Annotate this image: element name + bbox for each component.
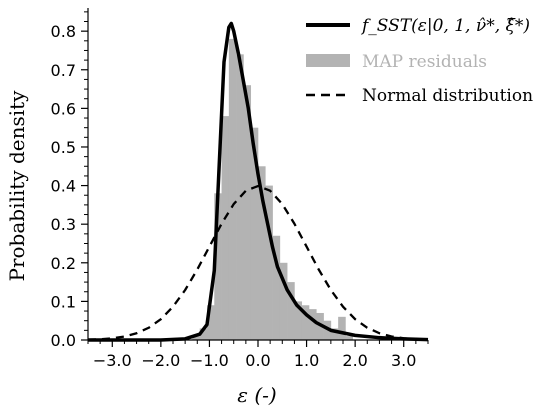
histogram-bar xyxy=(287,282,295,340)
legend-swatch-map-residuals xyxy=(306,54,350,67)
histogram-bar xyxy=(301,305,310,340)
normal-distribution-line xyxy=(87,184,429,341)
x-tick-label: −2.0 xyxy=(141,351,180,370)
histogram-bar xyxy=(330,328,339,340)
y-tick-label: 0.4 xyxy=(51,177,76,196)
histogram-bar xyxy=(294,301,303,340)
histogram-layer xyxy=(192,38,354,341)
y-tick-label: 0.2 xyxy=(51,254,76,273)
x-tick-label: 1.0 xyxy=(294,351,319,370)
y-tick-label: 0.1 xyxy=(51,292,76,311)
histogram-bar xyxy=(192,336,201,340)
legend: f_SST(ε|0, 1, ν̂*, ξ̂*) MAP residuals No… xyxy=(306,16,533,106)
legend-label-fsst: f_SST(ε|0, 1, ν̂*, ξ̂*) xyxy=(360,16,530,36)
y-tick-label: 0.6 xyxy=(51,99,76,118)
fsst-density-line xyxy=(88,21,429,342)
legend-label-map-residuals: MAP residuals xyxy=(362,52,487,72)
histogram-bar xyxy=(338,316,346,340)
histogram-bar xyxy=(250,127,259,341)
x-tick-label: 0.0 xyxy=(245,351,270,370)
histogram-bar xyxy=(236,54,244,340)
x-axis-title: ε (-) xyxy=(237,383,276,407)
histogram-bar xyxy=(221,116,230,341)
histogram-bar xyxy=(272,235,281,340)
y-tick-label: 0.0 xyxy=(51,331,76,350)
histogram-bar xyxy=(345,336,354,340)
y-tick-label: 0.8 xyxy=(51,22,76,41)
y-tick-label: 0.3 xyxy=(51,215,76,234)
histogram-bar xyxy=(279,262,288,340)
histogram-bar xyxy=(214,193,222,340)
x-tick-label: 2.0 xyxy=(342,351,367,370)
y-tick-label: 0.5 xyxy=(51,138,76,157)
x-tick-label: −3.0 xyxy=(93,351,132,370)
histogram-bar xyxy=(228,38,237,340)
histogram-bar xyxy=(258,166,266,340)
y-axis-title: Probability density xyxy=(5,90,29,282)
histogram-bar xyxy=(309,309,317,340)
histogram-bar xyxy=(207,305,215,340)
y-tick-label: 0.7 xyxy=(51,61,76,80)
x-tick-label: 3.0 xyxy=(391,351,416,370)
legend-label-normal: Normal distribution xyxy=(362,86,533,106)
histogram-bar xyxy=(199,328,208,340)
ticks-layer: −3.0 −2.0 −1.0 0.0 1.0 2.0 3.0 0.0 0.1 0.2 0.3 0.4 0… xyxy=(51,11,429,370)
x-tick-label: −1.0 xyxy=(190,351,229,370)
histogram-bar xyxy=(265,185,273,340)
curves-layer xyxy=(87,21,429,342)
histogram-bar xyxy=(243,85,252,340)
